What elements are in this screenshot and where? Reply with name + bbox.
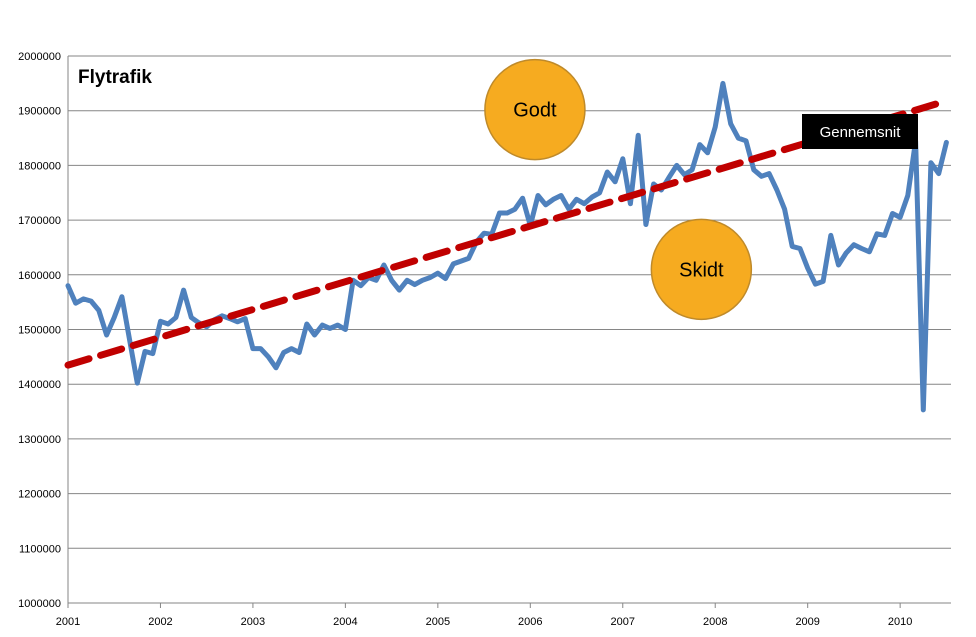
legend-gennemsnit: Gennemsnit — [802, 114, 918, 149]
bubble-label: Godt — [513, 100, 557, 122]
annotation-bubble: Godt — [484, 58, 586, 161]
legend-box — [802, 114, 918, 149]
y-tick-label: 1700000 — [18, 215, 61, 227]
y-tick-label: 1100000 — [19, 543, 61, 555]
y-tick-label: 1900000 — [18, 106, 61, 118]
x-tick-label: 2006 — [518, 616, 542, 628]
x-tick-label: 2001 — [56, 616, 80, 628]
y-tick-label: 1500000 — [18, 325, 61, 337]
x-tick-label: 2009 — [795, 616, 819, 628]
axes — [67, 56, 951, 604]
x-tick-label: 2008 — [703, 616, 727, 628]
bubble-label: Skidt — [679, 259, 724, 281]
y-tick-labels: 1000000 1100000 1200000 1300000 1400000 15000… — [18, 51, 61, 610]
y-tick-label: 2000000 — [18, 51, 61, 63]
x-tick-label: 2005 — [426, 616, 450, 628]
annotation-layer: Godt Skidt — [484, 58, 753, 321]
bubble-circle — [484, 58, 586, 161]
y-tick-label: 1400000 — [18, 379, 61, 391]
series-layer — [64, 80, 950, 413]
y-tick-label: 1800000 — [18, 160, 61, 172]
chart-title: Flytrafik — [78, 67, 152, 88]
x-tick-label: 2003 — [241, 616, 265, 628]
x-tick-labels: 2001 2002 2003 2004 2005 2006 2007 2008 2009 2010 — [56, 603, 912, 628]
y-tick-label: 1600000 — [18, 270, 61, 282]
x-tick-label: 2004 — [333, 616, 357, 628]
annotation-bubble: Skidt — [650, 218, 753, 321]
y-tick-label: 1000000 — [18, 598, 61, 610]
x-tick-label: 2010 — [888, 616, 912, 628]
x-tick-label: 2007 — [611, 616, 635, 628]
x-tick-label: 2002 — [148, 616, 172, 628]
y-tick-label: 1200000 — [18, 489, 61, 501]
series-gennemsnit-line — [64, 97, 950, 369]
legend-label: Gennemsnit — [820, 124, 902, 141]
y-tick-label: 1300000 — [18, 434, 61, 446]
bubble-circle — [650, 218, 753, 321]
